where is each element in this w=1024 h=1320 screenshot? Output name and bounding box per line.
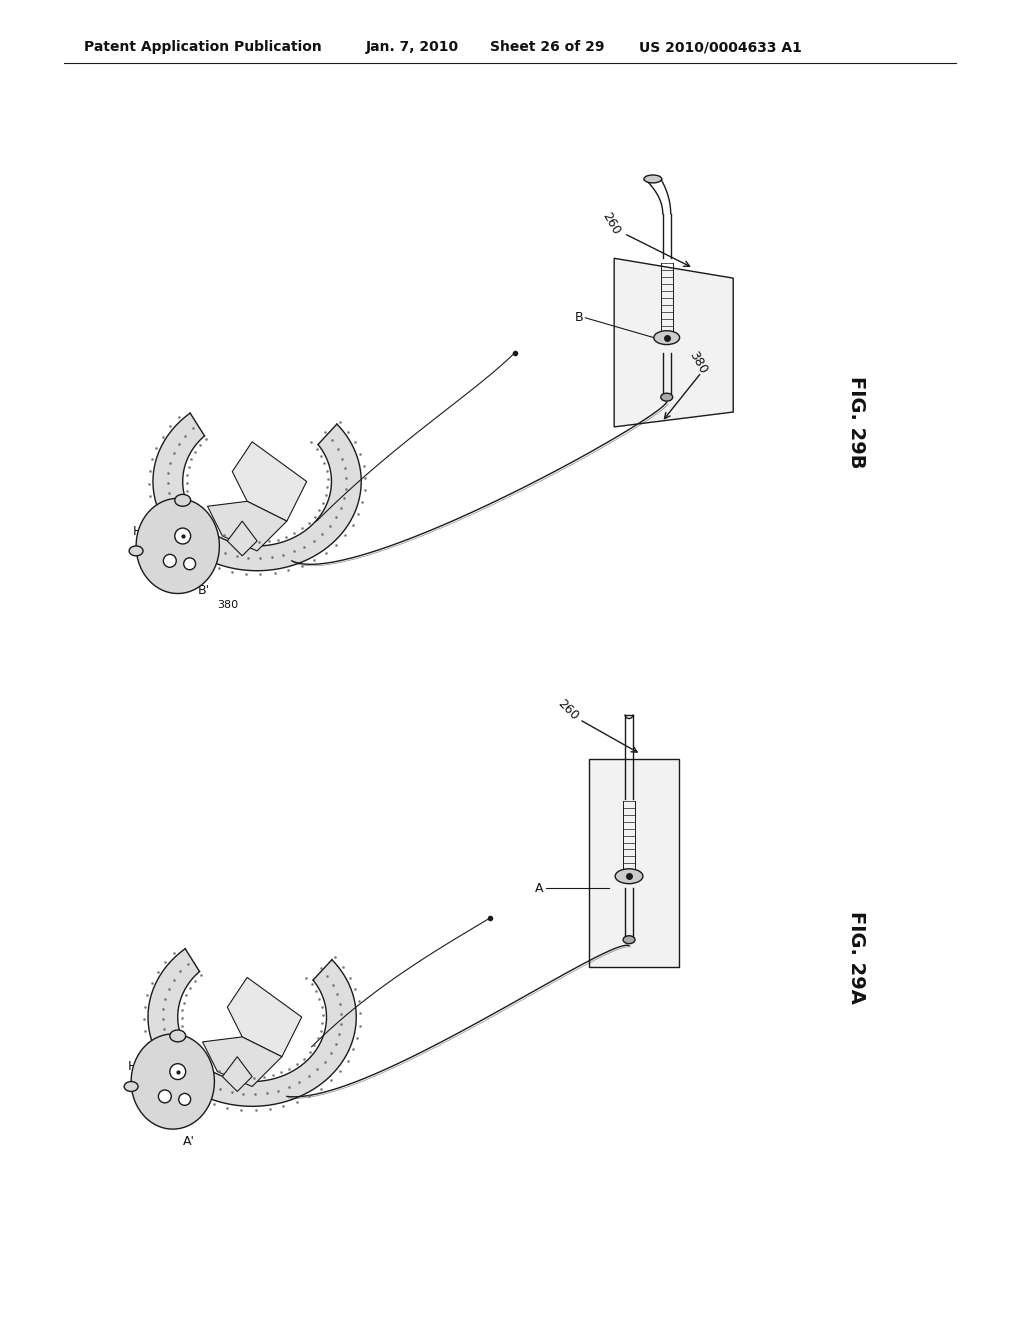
- Text: H: H: [133, 524, 142, 537]
- Ellipse shape: [175, 495, 190, 507]
- Polygon shape: [232, 442, 306, 521]
- Ellipse shape: [164, 554, 176, 568]
- Polygon shape: [203, 1038, 282, 1086]
- Text: US 2010/0004633 A1: US 2010/0004633 A1: [639, 40, 802, 54]
- Ellipse shape: [129, 546, 143, 556]
- Ellipse shape: [179, 1093, 190, 1105]
- Polygon shape: [131, 1034, 214, 1129]
- Ellipse shape: [183, 558, 196, 570]
- Ellipse shape: [623, 936, 635, 944]
- Text: 380: 380: [217, 601, 239, 610]
- Text: Sheet 26 of 29: Sheet 26 of 29: [490, 40, 605, 54]
- Polygon shape: [222, 1057, 252, 1092]
- Text: B': B': [198, 583, 210, 597]
- Polygon shape: [136, 499, 219, 594]
- Polygon shape: [227, 521, 257, 556]
- Text: B: B: [574, 312, 583, 325]
- Text: A': A': [182, 1135, 195, 1147]
- Polygon shape: [148, 949, 356, 1106]
- Text: 260: 260: [555, 697, 581, 722]
- Polygon shape: [153, 413, 361, 570]
- Ellipse shape: [615, 869, 643, 883]
- Polygon shape: [590, 759, 679, 968]
- Ellipse shape: [159, 1090, 171, 1104]
- Text: Patent Application Publication: Patent Application Publication: [84, 40, 322, 54]
- Text: A: A: [535, 882, 544, 895]
- Polygon shape: [208, 502, 287, 550]
- Ellipse shape: [124, 1081, 138, 1092]
- Ellipse shape: [170, 1064, 185, 1080]
- Text: FIG. 29B: FIG. 29B: [847, 376, 866, 469]
- Text: 380: 380: [686, 348, 710, 376]
- Ellipse shape: [660, 393, 673, 401]
- Ellipse shape: [644, 176, 662, 183]
- Ellipse shape: [175, 528, 190, 544]
- Ellipse shape: [170, 1030, 185, 1041]
- Text: FIG. 29A: FIG. 29A: [847, 911, 866, 1005]
- Polygon shape: [614, 259, 733, 426]
- Text: H: H: [128, 1060, 137, 1073]
- Ellipse shape: [654, 331, 680, 345]
- Polygon shape: [227, 977, 302, 1057]
- Text: Jan. 7, 2010: Jan. 7, 2010: [367, 40, 460, 54]
- Text: 260: 260: [599, 210, 623, 238]
